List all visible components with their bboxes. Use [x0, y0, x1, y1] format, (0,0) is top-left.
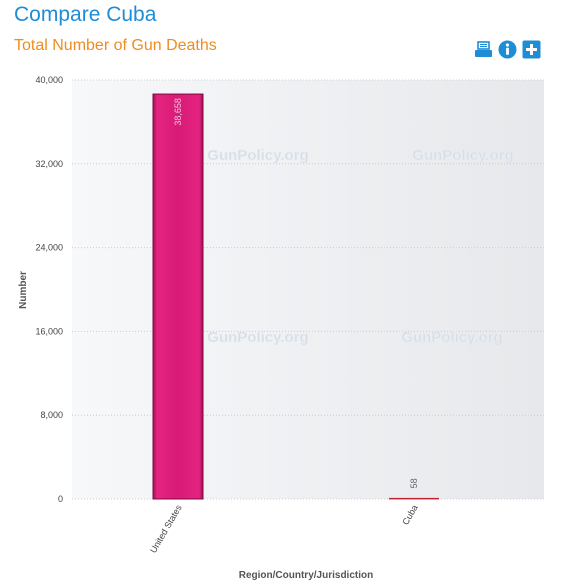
y-axis-label: Number [18, 271, 29, 309]
chart-title: Total Number of Gun Deaths [14, 37, 217, 54]
x-tick-label: Cuba [400, 503, 419, 527]
print-button[interactable] [474, 40, 493, 59]
info-button[interactable] [498, 40, 517, 59]
watermark: GunPolicy.org [412, 147, 513, 164]
grid-lines [72, 79, 544, 500]
info-icon [498, 40, 517, 59]
y-tick-label: 40,000 [35, 75, 63, 85]
chart-toolbar [474, 40, 541, 59]
add-button[interactable] [522, 40, 541, 59]
y-tick-label: 0 [58, 494, 63, 504]
add-icon [522, 40, 541, 59]
y-tick-label: 24,000 [35, 243, 63, 253]
y-tick-label: 32,000 [35, 159, 63, 169]
data-label: 58 [409, 478, 419, 488]
plot-area [72, 80, 544, 499]
x-tick-label: United States [148, 503, 184, 555]
bar-united-states[interactable] [152, 93, 204, 500]
watermark: GunPolicy.org [207, 147, 308, 164]
x-axis: United States Cuba [148, 503, 420, 555]
data-label: 38,658 [173, 98, 183, 126]
watermarks: GunPolicy.org GunPolicy.org GunPolicy.org G… [207, 147, 514, 347]
watermark: GunPolicy.org [401, 329, 502, 346]
y-tick-label: 8,000 [40, 410, 63, 420]
print-icon [475, 41, 492, 57]
watermark: GunPolicy.org [207, 329, 308, 346]
bars: 38,658 58 [152, 93, 439, 500]
bar-cuba[interactable] [389, 497, 439, 500]
page-title: Compare Cuba [14, 3, 157, 26]
x-axis-label: Region/Country/Jurisdiction [239, 570, 373, 581]
y-tick-label: 16,000 [35, 326, 63, 336]
y-axis: 0 8,000 16,000 24,000 32,000 40,000 [35, 75, 63, 504]
